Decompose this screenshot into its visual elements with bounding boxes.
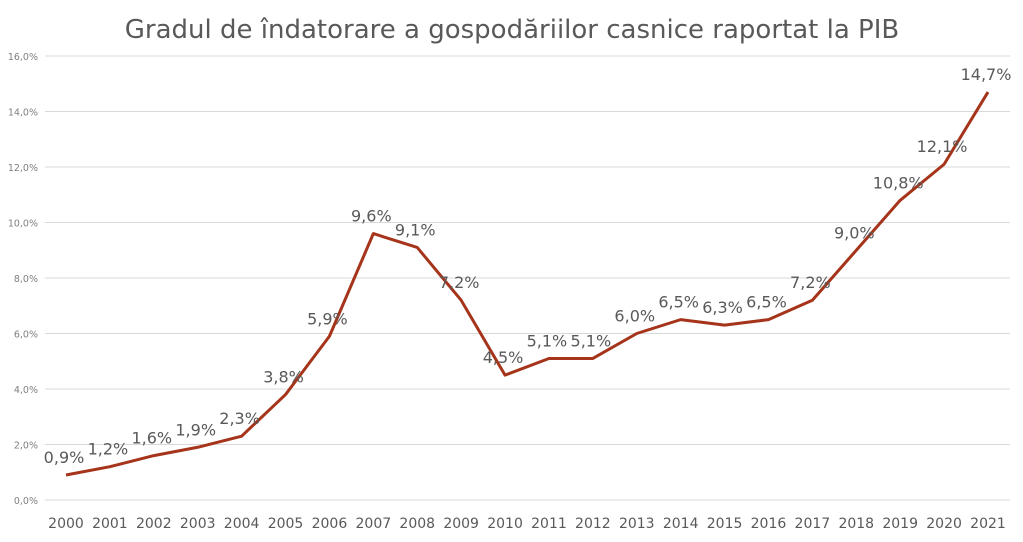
x-tick-label: 2021 [970, 516, 1006, 532]
y-tick-label: 16,0% [8, 52, 38, 63]
y-tick-label: 6,0% [14, 330, 38, 341]
x-tick-label: 2016 [751, 516, 787, 532]
y-tick-label: 10,0% [8, 219, 38, 230]
series-line [65, 91, 990, 477]
data-label: 1,9% [175, 420, 216, 439]
data-label: 14,7% [961, 65, 1012, 84]
y-tick-label: 2,0% [14, 441, 38, 452]
data-label: 5,1% [571, 331, 612, 350]
data-label: 6,5% [658, 293, 699, 312]
data-label: 4,5% [483, 348, 524, 367]
x-tick-label: 2010 [487, 516, 523, 532]
data-label: 9,1% [395, 220, 436, 239]
y-tick-label: 8,0% [14, 274, 38, 285]
x-tick-label: 2014 [663, 516, 699, 532]
data-label: 0,9% [44, 448, 85, 467]
x-tick-label: 2006 [312, 516, 348, 532]
data-label: 1,2% [88, 440, 129, 459]
x-tick-label: 2004 [224, 516, 260, 532]
data-label: 5,1% [527, 331, 568, 350]
data-label: 10,8% [873, 173, 924, 192]
x-tick-label: 2019 [882, 516, 918, 532]
data-label: 2,3% [219, 409, 260, 428]
data-label: 9,6% [351, 207, 392, 226]
x-tick-label: 2009 [443, 516, 479, 532]
x-tick-label: 2011 [531, 516, 567, 532]
data-label: 12,1% [917, 137, 968, 156]
y-tick-label: 14,0% [8, 108, 38, 119]
x-tick-label: 2003 [180, 516, 216, 532]
y-tick-label: 12,0% [8, 163, 38, 174]
data-label: 7,2% [439, 273, 480, 292]
x-tick-label: 2017 [795, 516, 831, 532]
data-label: 9,0% [834, 223, 875, 242]
x-tick-label: 2008 [399, 516, 435, 532]
x-tick-label: 2013 [619, 516, 655, 532]
data-label: 7,2% [790, 273, 831, 292]
data-label: 3,8% [263, 368, 304, 387]
x-tick-label: 2012 [575, 516, 611, 532]
x-tick-label: 2005 [268, 516, 304, 532]
x-tick-label: 2020 [926, 516, 962, 532]
x-tick-label: 2001 [92, 516, 128, 532]
y-tick-label: 0,0% [14, 496, 38, 507]
data-label: 5,9% [307, 309, 348, 328]
x-tick-label: 2007 [356, 516, 392, 532]
data-label: 6,5% [746, 293, 787, 312]
data-label: 1,6% [131, 429, 172, 448]
y-tick-label: 4,0% [14, 385, 38, 396]
data-label: 6,0% [614, 307, 655, 326]
data-label: 6,3% [702, 298, 743, 317]
x-tick-label: 2000 [48, 516, 84, 532]
x-tick-label: 2018 [838, 516, 874, 532]
x-tick-label: 2015 [707, 516, 743, 532]
chart-title: Gradul de îndatorare a gospodăriilor cas… [125, 15, 899, 45]
x-tick-label: 2002 [136, 516, 172, 532]
